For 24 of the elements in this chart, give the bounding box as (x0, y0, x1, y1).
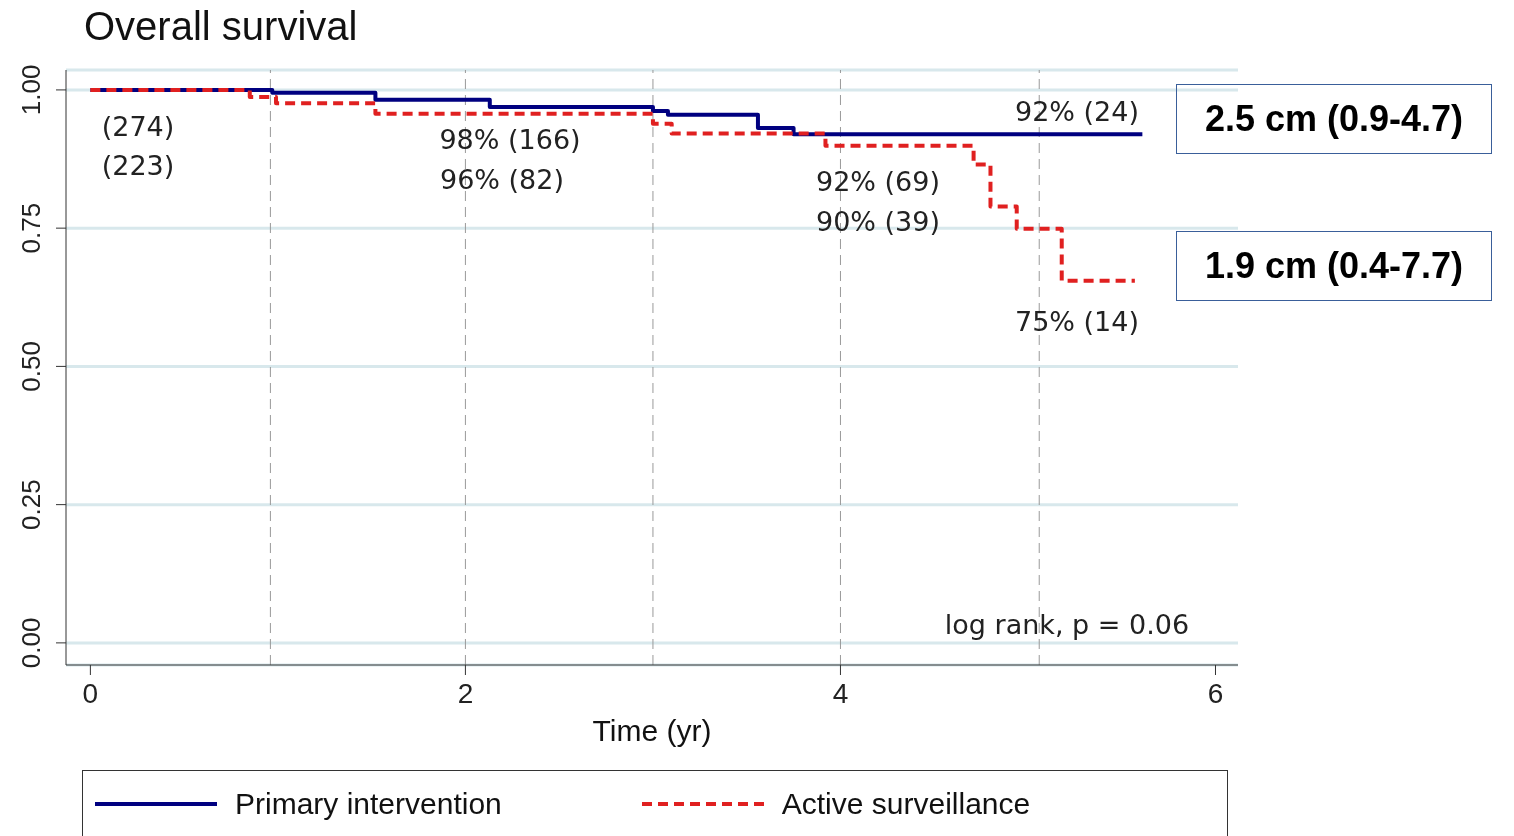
annotation: 92% (69) (815, 165, 941, 197)
y-tick-label: 0.25 (16, 479, 46, 530)
annotation: log rank, p = 0.06 (944, 608, 1190, 640)
x-tick-label: 0 (82, 678, 99, 709)
y-tick-label: 1.00 (16, 64, 46, 116)
x-tick-label: 6 (1207, 678, 1224, 709)
annotation: 98% (166) (439, 123, 581, 155)
annotation: 92% (24) (1014, 95, 1140, 127)
legend-label: Primary intervention (235, 787, 502, 821)
annotation: (274) (101, 110, 175, 142)
x-tick-label: 4 (832, 678, 849, 709)
chart-title: Overall survival (84, 4, 358, 49)
legend-label: Active surveillance (781, 787, 1031, 821)
y-tick-label: 0.00 (16, 617, 46, 669)
annotation: 1.9 cm (0.4-7.7) (1176, 230, 1492, 301)
x-tick-label: 2 (457, 678, 474, 709)
annotation: 75% (14) (1014, 305, 1140, 337)
x-axis-title: Time (yr) (592, 714, 712, 748)
annotation: 96% (82) (439, 163, 565, 195)
y-tick-label: 0.50 (16, 341, 46, 392)
annotation: 2.5 cm (0.9-4.7) (1176, 84, 1492, 155)
annotation: 90% (39) (815, 205, 941, 237)
y-tick-label: 0.75 (16, 202, 46, 254)
annotation: (223) (101, 149, 175, 181)
